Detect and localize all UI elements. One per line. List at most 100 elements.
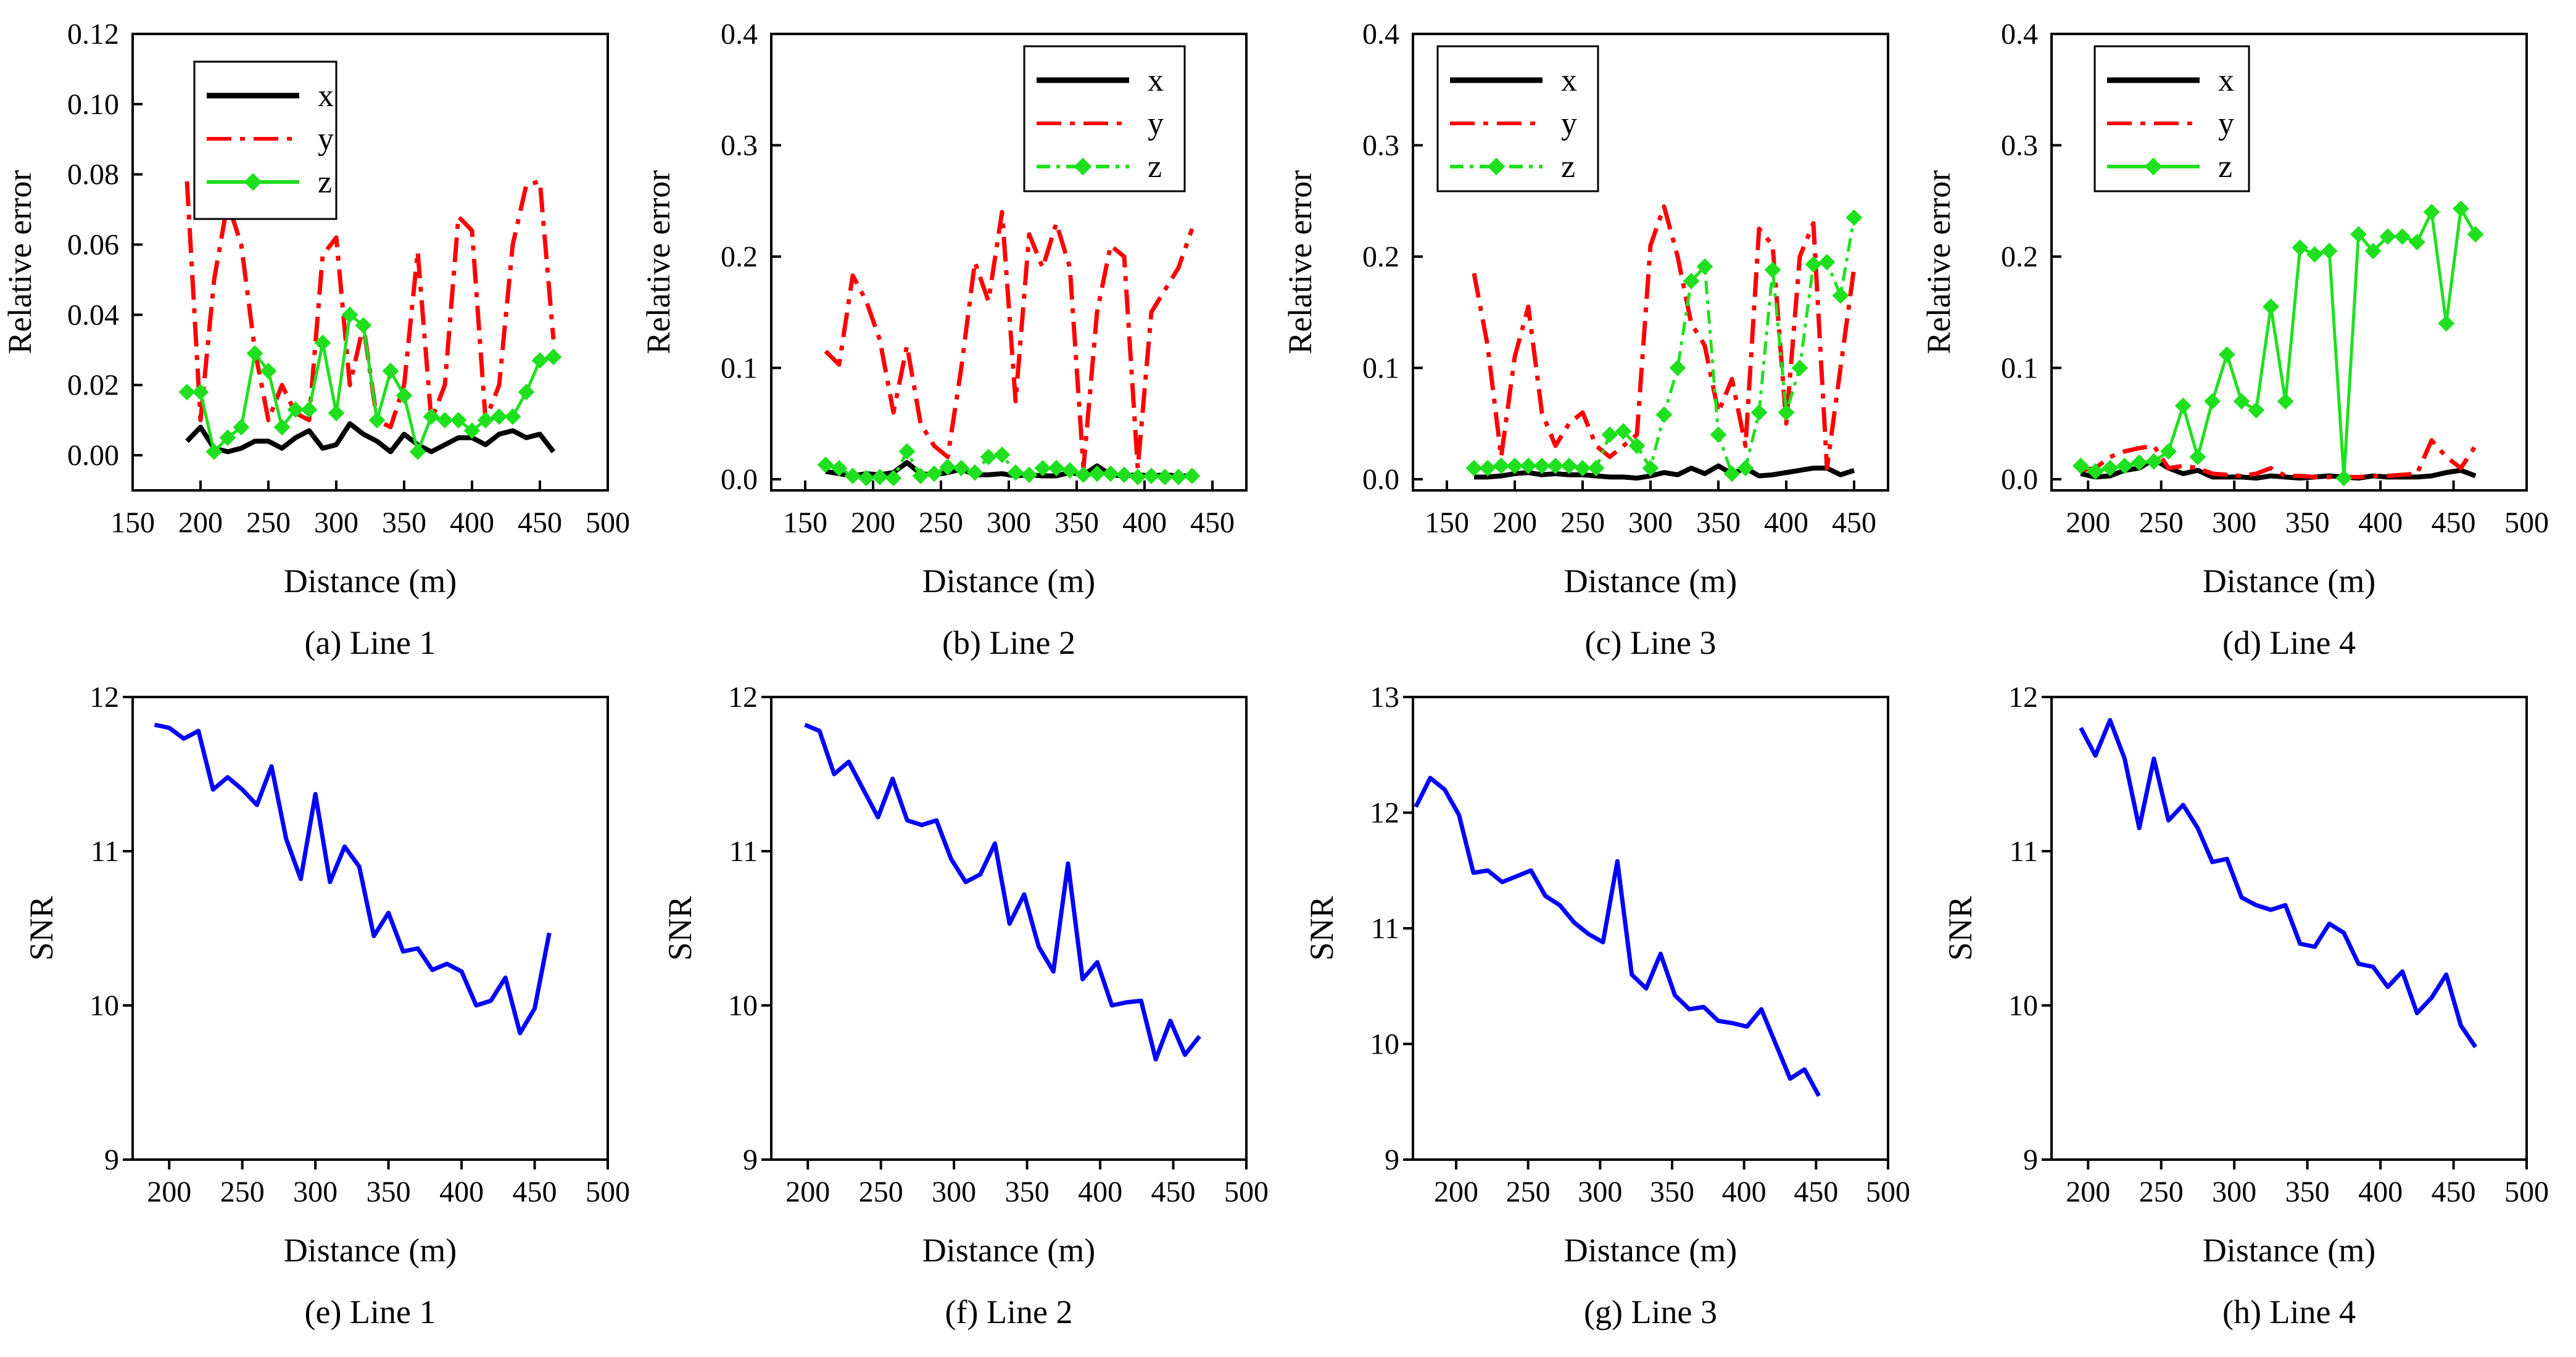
x-tick-label: 400 [1122, 506, 1167, 539]
y-axis-title: Relative error [640, 170, 677, 354]
data-point-z [1102, 465, 1119, 482]
legend-label-y: y [1561, 106, 1577, 141]
x-tick-label: 500 [2504, 1176, 2549, 1208]
x-tick-label: 250 [2139, 506, 2184, 539]
series-line-y [1472, 204, 1857, 471]
series-line-SNR [154, 722, 552, 1036]
y-tick-label: 0.4 [2001, 18, 2038, 51]
x-tick-label: 450 [2432, 506, 2476, 539]
y-tick-label: 0.1 [721, 352, 758, 384]
series-line-y [824, 210, 1195, 471]
data-point-z [817, 456, 834, 473]
y-tick-label: 0.0 [2001, 463, 2038, 496]
data-point-z [830, 460, 848, 477]
series-group [178, 179, 562, 460]
data-point-z [1116, 466, 1133, 484]
x-tick-label: 450 [1794, 1176, 1838, 1208]
data-point-z [1156, 468, 1174, 485]
y-axis-title: Relative error [1282, 170, 1319, 354]
data-point-z [2102, 460, 2119, 477]
data-point-z [1560, 457, 1578, 474]
data-point-z [192, 384, 209, 401]
data-point-z [844, 468, 861, 484]
panel-caption: (f) Line 2 [945, 1293, 1073, 1330]
data-point-z [1683, 273, 1700, 290]
legend-label-y: y [1148, 106, 1164, 141]
legend-label-x: x [318, 78, 334, 113]
x-tick-label: 500 [586, 1176, 630, 1208]
panel-caption: (a) Line 1 [305, 624, 436, 661]
x-tick-label: 250 [859, 1176, 903, 1208]
x-tick-label: 450 [2432, 1176, 2476, 1208]
y-axis-title: SNR [1942, 896, 1979, 960]
x-tick-label: 150 [1425, 506, 1469, 539]
x-tick-label: 400 [1764, 506, 1808, 539]
legend-label-z: z [318, 165, 332, 200]
x-tick-label: 400 [2358, 506, 2403, 539]
legend-marker-z [2144, 157, 2163, 176]
y-tick-label: 0.3 [1362, 129, 1399, 162]
data-point-z [2174, 397, 2192, 415]
x-tick-label: 350 [2285, 506, 2330, 539]
data-point-z [246, 345, 263, 362]
x-tick-label: 200 [851, 506, 895, 539]
x-tick-label: 350 [2285, 1176, 2330, 1208]
series-line-y [2080, 438, 2478, 479]
x-tick-label: 200 [1434, 1176, 1478, 1208]
y-tick-label: 0.0 [721, 463, 758, 496]
x-tick-label: 400 [2358, 1176, 2403, 1208]
data-point-z [2248, 402, 2265, 419]
data-point-z [1533, 457, 1551, 474]
data-point-z [1791, 360, 1808, 376]
data-point-z [260, 363, 277, 379]
y-tick-label: 0.4 [721, 18, 758, 51]
x-axis-title: Distance (m) [922, 1232, 1095, 1269]
x-tick-label: 250 [246, 506, 291, 539]
legend-label-x: x [2218, 63, 2234, 98]
legend-label-z: z [1148, 149, 1162, 184]
x-tick-label: 400 [1722, 1176, 1766, 1208]
x-tick-label: 300 [314, 506, 358, 539]
data-point-z [1574, 460, 1591, 477]
data-point-z [219, 429, 236, 447]
data-point-z [1628, 437, 1646, 455]
data-point-z [491, 408, 508, 425]
x-axis-title: Distance (m) [2203, 1232, 2375, 1269]
series-group [817, 210, 1201, 487]
data-point-z [1818, 254, 1836, 271]
data-point-z [926, 465, 943, 482]
x-tick-label: 300 [932, 1176, 976, 1208]
data-point-z [368, 411, 386, 429]
panel-caption: (g) Line 3 [1584, 1293, 1717, 1330]
y-tick-label: 13 [1370, 681, 1399, 714]
series-group [804, 722, 1201, 1062]
x-tick-label: 200 [2066, 1176, 2110, 1208]
data-point-z [2306, 245, 2323, 263]
y-tick-label: 0.2 [2001, 241, 2038, 273]
data-point-z [436, 411, 453, 429]
y-tick-label: 0.12 [67, 18, 119, 51]
panel-b: 150 200 250 300 350 400 450 0.0 0.1 0.2 0.3 0.4 Dist… [640, 18, 1248, 661]
data-point-z [1034, 460, 1051, 477]
y-tick-label: 0.06 [67, 229, 119, 262]
plot-frame [770, 696, 1248, 1161]
data-point-z [2423, 204, 2440, 221]
y-tick-label: 9 [2023, 1144, 2038, 1176]
y-tick-label: 0.3 [2001, 129, 2038, 162]
x-tick-label: 400 [450, 506, 494, 539]
x-tick-label: 400 [1078, 1176, 1122, 1208]
data-point-z [1737, 460, 1754, 477]
data-point-z [1601, 426, 1618, 443]
y-axis-title: Relative error [1, 170, 38, 354]
panel-e: 200 250 300 350 400 450 500 9 10 11 12 Distance (m)… [23, 681, 630, 1330]
data-point-z [2233, 393, 2250, 410]
legend-label-z: z [1561, 149, 1575, 184]
data-point-z [2335, 469, 2353, 487]
data-point-z [545, 349, 562, 366]
data-point-z [1048, 460, 1065, 477]
data-point-z [2438, 315, 2455, 332]
panel-caption: (b) Line 2 [942, 624, 1075, 661]
x-tick-label: 500 [1866, 1176, 1910, 1208]
data-point-z [518, 384, 535, 401]
data-point-z [993, 446, 1011, 463]
